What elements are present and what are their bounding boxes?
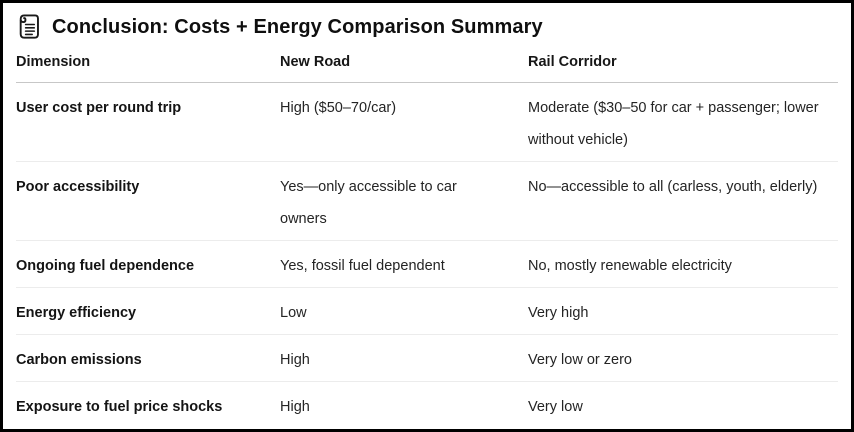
cell-new-road: High	[280, 334, 528, 382]
cell-dimension: Energy efficiency	[16, 287, 280, 335]
cell-dimension: User cost per round trip	[16, 82, 280, 162]
cell-new-road: Yes—only accessible to car owners	[280, 161, 528, 241]
table-row: User cost per round trip High ($50–70/ca…	[16, 82, 838, 162]
cell-new-road: High ($50–70/car)	[280, 82, 528, 162]
cell-rail-corridor: Moderate ($30–50 for car + passenger; lo…	[528, 82, 838, 162]
cell-rail-corridor: No, mostly renewable electricity	[528, 240, 838, 288]
column-header-rail-corridor: Rail Corridor	[528, 45, 838, 83]
table-header-row: Dimension New Road Rail Corridor	[16, 45, 838, 83]
table-row: Ongoing fuel dependence Yes, fossil fuel…	[16, 240, 838, 288]
column-header-new-road: New Road	[280, 45, 528, 83]
cell-rail-corridor: Very low or zero	[528, 334, 838, 382]
cell-dimension: Carbon emissions	[16, 334, 280, 382]
table-row: Poor accessibility Yes—only accessible t…	[16, 161, 838, 241]
cell-dimension: Ongoing fuel dependence	[16, 240, 280, 288]
cell-new-road: Yes, fossil fuel dependent	[280, 240, 528, 288]
cell-dimension: Poor accessibility	[16, 161, 280, 241]
cell-rail-corridor: No—accessible to all (carless, youth, el…	[528, 161, 838, 241]
table-row: Carbon emissions High Very low or zero	[16, 334, 838, 382]
comparison-table: Dimension New Road Rail Corridor User co…	[16, 45, 838, 428]
table-row: Exposure to fuel price shocks High Very …	[16, 382, 838, 429]
cell-rail-corridor: Very high	[528, 287, 838, 335]
cell-dimension: Exposure to fuel price shocks	[16, 399, 223, 415]
title-bar: Conclusion: Costs + Energy Comparison Su…	[16, 3, 838, 43]
table-row: Energy efficiency Low Very high	[16, 287, 838, 335]
cell-rail-corridor: Very low	[528, 399, 583, 415]
page-title: Conclusion: Costs + Energy Comparison Su…	[52, 15, 543, 38]
cell-new-road: Low	[280, 287, 528, 335]
scroll-icon	[16, 13, 41, 41]
cell-new-road: High	[280, 399, 310, 415]
column-header-dimension: Dimension	[16, 45, 280, 83]
